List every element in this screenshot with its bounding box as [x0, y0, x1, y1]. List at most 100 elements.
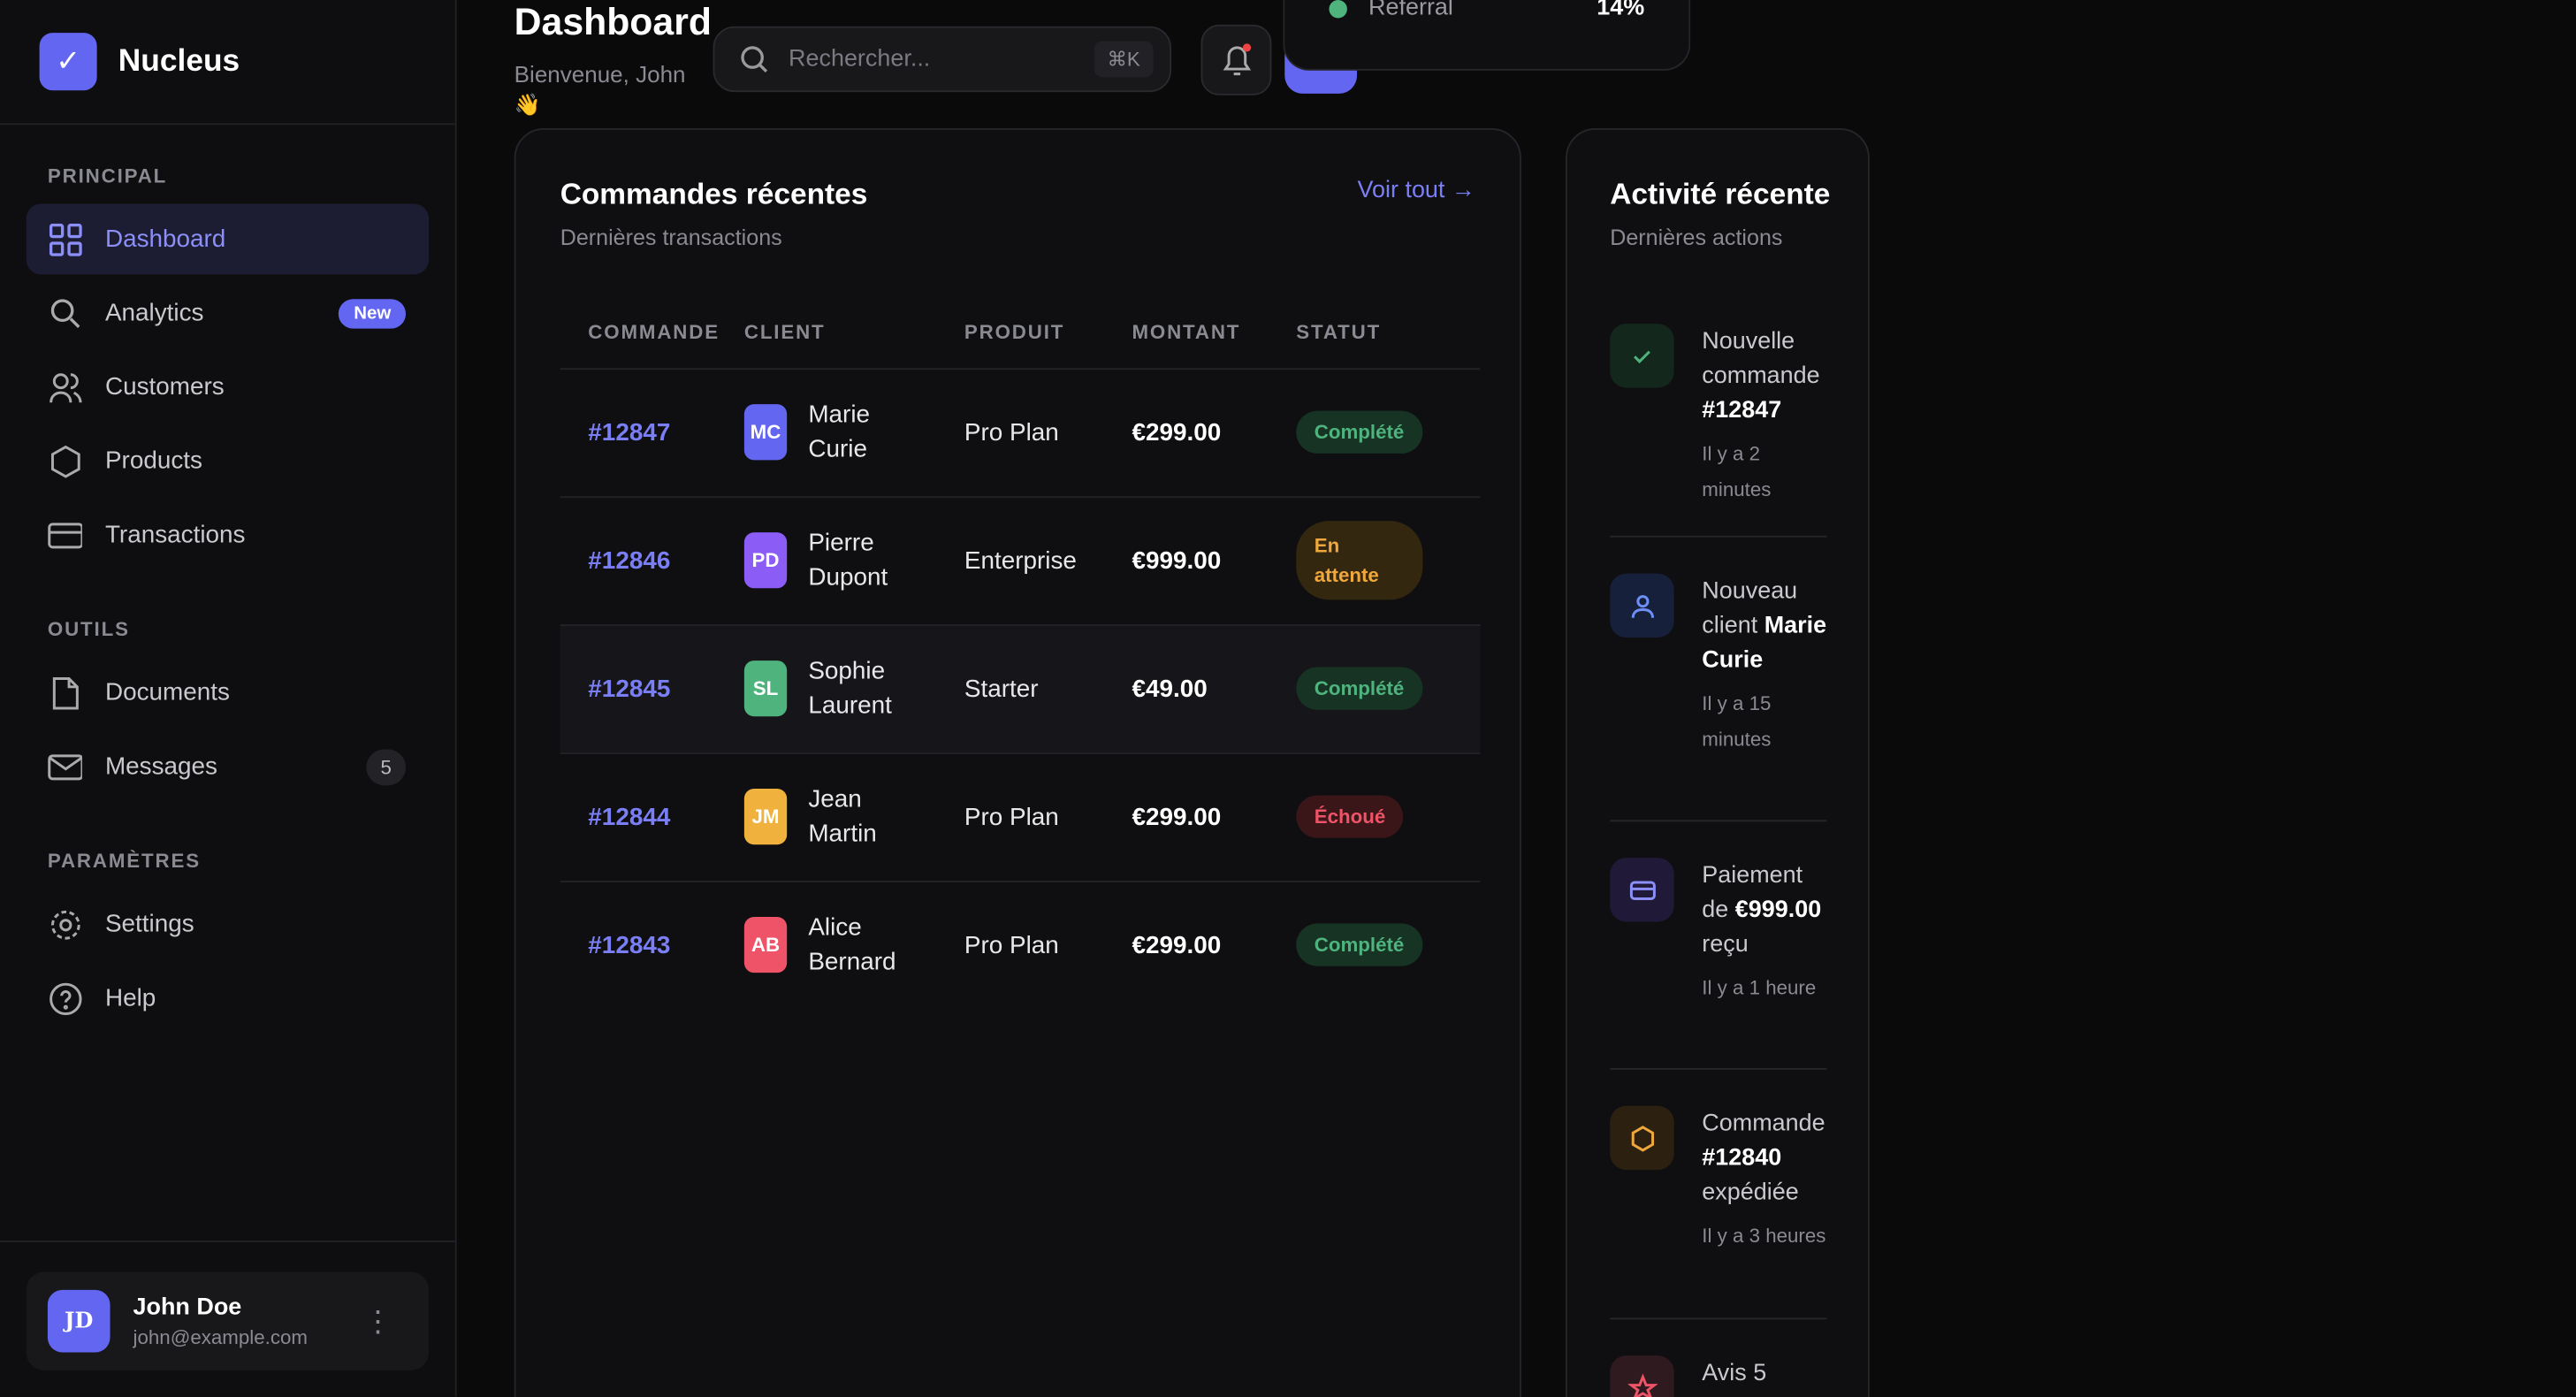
activity-item[interactable]: Avis 5: [1610, 1355, 1826, 1397]
product: Starter: [964, 623, 1132, 753]
sidebar-item-documents[interactable]: Documents: [27, 657, 429, 728]
activity-text-end: expédiée: [1702, 1179, 1799, 1207]
activity-highlight: Marie Curie: [1702, 613, 1827, 674]
customer-avatar: PD: [743, 532, 788, 589]
amount: €49.00: [1132, 623, 1297, 753]
label: Documents: [104, 678, 230, 707]
status-badge: Échoué: [1296, 795, 1404, 838]
col-header[interactable]: MONTANT: [1132, 319, 1241, 343]
activity-item[interactable]: Paiement de €999.00 reçu Il y a 1 heure: [1610, 858, 1826, 1005]
check-icon: [1610, 324, 1674, 388]
label: Messages: [104, 752, 218, 781]
col-header[interactable]: COMMANDE: [588, 319, 720, 343]
search-icon: [48, 296, 82, 331]
search-placeholder: Rechercher...: [789, 46, 931, 73]
mail-icon: [48, 749, 82, 783]
sidebar-item-transactions[interactable]: Transactions: [27, 500, 429, 570]
product: Pro Plan: [964, 752, 1132, 882]
sidebar-item-messages[interactable]: Messages 5: [27, 731, 429, 802]
activity-text: Paiement de: [1702, 862, 1803, 924]
wave-emoji: 👋: [514, 92, 541, 117]
label: Transactions: [104, 521, 246, 549]
referral-label: Referral: [1368, 0, 1453, 22]
activity-text: Nouveau client: [1702, 578, 1798, 639]
amount: €299.00: [1132, 880, 1297, 1010]
activity-item[interactable]: Commande #12840 expédiée Il y a 3 heures: [1610, 1105, 1826, 1254]
section-title: PARAMÈTRES: [47, 849, 201, 873]
table-row[interactable]: #12847 MC Marie Curie Pro Plan €299.00 Com…: [560, 367, 1481, 497]
activity-text: Commande: [1702, 1111, 1825, 1138]
search-input[interactable]: Rechercher... ⌘K: [713, 26, 1172, 93]
order-id-link[interactable]: #12844: [588, 802, 671, 831]
status-badge: En attente: [1296, 521, 1423, 600]
activity-item[interactable]: Nouveau client Marie Curie Il y a 15 minu…: [1610, 573, 1827, 758]
customer-first-name: Sophie: [808, 657, 886, 685]
sidebar-item-dashboard[interactable]: Dashboard: [26, 203, 430, 275]
sidebar-item-settings[interactable]: Settings: [27, 889, 429, 959]
col-header[interactable]: STATUT: [1296, 319, 1382, 343]
table-row[interactable]: #12846 PD Pierre Dupont Enterprise €999.00…: [560, 495, 1481, 625]
order-id-link[interactable]: #12845: [588, 674, 671, 703]
divider: [1610, 1317, 1827, 1320]
grid-icon: [48, 222, 82, 256]
activity-item[interactable]: Nouvelle commande #12847 Il y a 2 minutes: [1610, 324, 1826, 508]
activity-time: Il y a 2 minutes: [1702, 441, 1772, 501]
sidebar-item-analytics[interactable]: Analytics New: [27, 278, 429, 348]
user-card[interactable]: JD John Doe john@example.com ⋮: [26, 1271, 430, 1370]
col-header[interactable]: CLIENT: [743, 319, 826, 343]
credit-card-icon: [48, 517, 82, 552]
table-row[interactable]: #12844 JM Jean Martin Pro Plan €299.00 Éch…: [560, 752, 1481, 882]
more-icon[interactable]: ⋮: [362, 1303, 393, 1337]
label: Settings: [104, 910, 194, 939]
hexagon-icon: [48, 444, 82, 478]
search-icon: [741, 46, 768, 73]
file-icon: [48, 676, 82, 710]
credit-card-icon: [1610, 858, 1674, 922]
col-header[interactable]: PRODUIT: [964, 319, 1065, 343]
legend-dot: [1329, 0, 1347, 19]
logo[interactable]: ✓ Nucleus: [0, 0, 455, 126]
sidebar-item-products[interactable]: Products: [27, 425, 429, 496]
order-id-link[interactable]: #12843: [588, 931, 671, 959]
sidebar-item-customers[interactable]: Customers: [27, 352, 429, 423]
recent-orders-card: Commandes récentes Dernières transaction…: [514, 127, 1521, 1397]
customer-avatar: SL: [743, 660, 788, 717]
customer-first-name: Pierre: [808, 529, 874, 557]
notifications-button[interactable]: [1200, 24, 1272, 95]
label: Help: [104, 984, 156, 1012]
activity-time: Il y a 3 heures: [1702, 1224, 1826, 1248]
new-badge: New: [339, 298, 407, 328]
label: Dashboard: [104, 225, 226, 254]
customer-avatar: JM: [743, 789, 788, 845]
table-row[interactable]: #12845 SL Sophie Laurent Starter €49.00 Co…: [560, 623, 1481, 753]
divider: [1610, 1067, 1827, 1070]
product: Pro Plan: [964, 367, 1132, 497]
avatar: JD: [47, 1289, 111, 1353]
help-icon: [48, 981, 82, 1015]
customer-last-name: Martin: [808, 820, 877, 848]
bell-icon: [1222, 42, 1251, 75]
order-id-link[interactable]: #12847: [588, 417, 671, 447]
activity-highlight: €999.00: [1734, 897, 1822, 924]
customer-first-name: Jean: [808, 785, 862, 813]
check-icon: ✓: [39, 33, 97, 91]
status-badge: Complété: [1296, 667, 1422, 710]
divider: [1610, 535, 1827, 538]
view-all-link[interactable]: Voir tout →: [1357, 177, 1475, 204]
amount: €299.00: [1132, 752, 1297, 882]
label: Analytics: [104, 299, 204, 327]
product: Pro Plan: [964, 880, 1132, 1010]
app-name: Nucleus: [118, 43, 240, 79]
card-subtitle: Dernières transactions: [560, 225, 782, 250]
amount: €999.00: [1132, 495, 1297, 625]
label: Customers: [104, 372, 225, 401]
order-id-link[interactable]: #12846: [588, 546, 671, 575]
customer-avatar: MC: [743, 404, 788, 461]
table-row[interactable]: #12843 AB Alice Bernard Pro Plan €299.00 C…: [560, 880, 1481, 1010]
status-badge: Complété: [1296, 410, 1422, 454]
page-subtitle: Bienvenue, John: [514, 60, 686, 88]
customer-first-name: Marie: [808, 401, 871, 430]
page-title: Dashboard: [514, 0, 712, 43]
sidebar-item-help[interactable]: Help: [27, 963, 429, 1034]
card-title: Activité récente: [1610, 177, 1831, 210]
